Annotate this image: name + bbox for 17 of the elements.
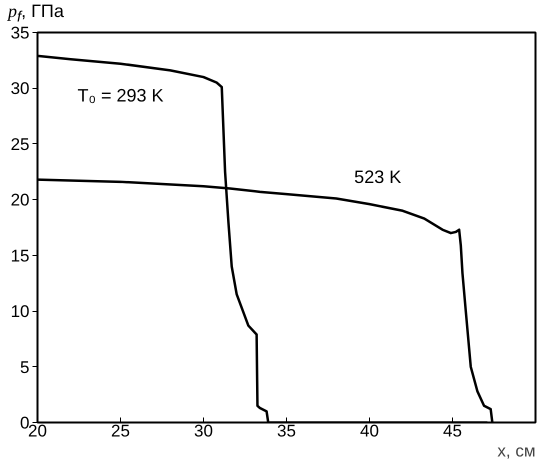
x-axis-title: x, см	[497, 442, 536, 460]
y-tick-label: 0	[20, 414, 30, 432]
x-tick-label: 40	[360, 422, 379, 440]
y-axis-title: p$_{f}$, ГПа	[8, 1, 64, 26]
y-tick-label: 30	[10, 79, 30, 98]
y-tick-label: 15	[10, 246, 30, 266]
y-tick-label: 20	[10, 190, 30, 210]
y-tick-label: 5	[20, 358, 30, 377]
legend-label: T₀ = 293 K	[77, 86, 164, 106]
x-tick-label: 35	[277, 422, 296, 440]
y-tick-label: 25	[10, 134, 30, 154]
series-label: 523 K	[354, 166, 402, 187]
x-tick-label: 30	[194, 422, 213, 440]
x-tick-label: 45	[443, 422, 462, 440]
y-tick-label: 35	[10, 24, 30, 42]
y-tick-label: 10	[10, 302, 30, 322]
x-tick-label: 25	[111, 422, 130, 440]
